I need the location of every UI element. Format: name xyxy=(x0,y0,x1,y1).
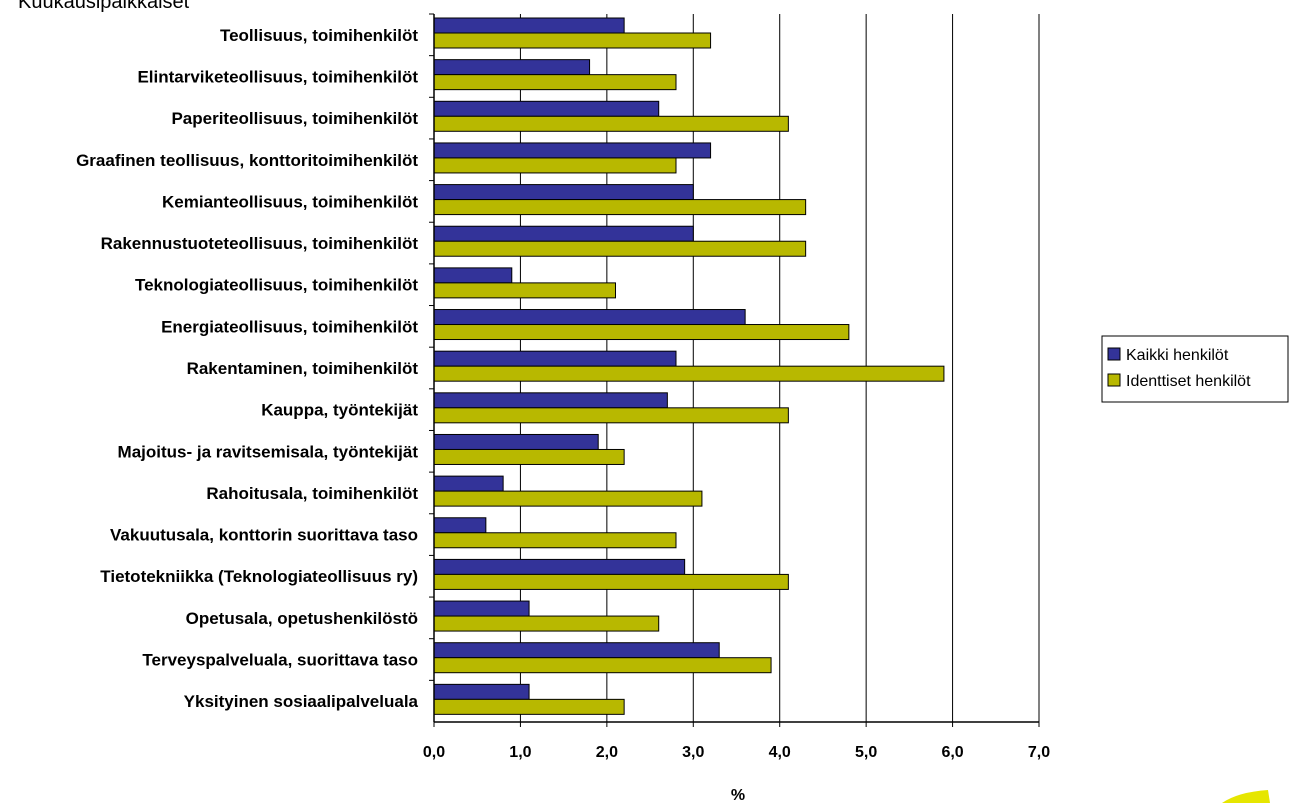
bar-identtiset xyxy=(433,240,807,257)
legend-box xyxy=(1101,335,1289,403)
x-axis-title: % xyxy=(731,787,745,803)
category-label: Teollisuus, toimihenkilöt xyxy=(220,26,418,45)
bar-identtiset xyxy=(433,532,677,549)
category-labels: Teollisuus, toimihenkilöt Elintarviketeol… xyxy=(76,26,418,711)
bar-kaikki xyxy=(433,642,720,659)
legend-label: Kaikki henkilöt xyxy=(1126,347,1229,364)
plot-area xyxy=(429,13,1270,803)
category-label: Rakennustuoteteollisuus, toimihenkilöt xyxy=(101,234,419,253)
legend: Kaikki henkilöt Identtiset henkilöt xyxy=(1101,335,1289,403)
bar-kaikki xyxy=(433,392,668,409)
category-label: Paperiteollisuus, toimihenkilöt xyxy=(171,109,418,128)
category-label: Energiateollisuus, toimihenkilöt xyxy=(161,317,418,336)
bar-identtiset xyxy=(433,448,625,465)
bar-identtiset xyxy=(433,324,850,341)
category-label: Rakentaminen, toimihenkilöt xyxy=(187,359,419,378)
category-label: Kauppa, työntekijät xyxy=(261,401,418,420)
x-tick-labels: 0,0 1,0 2,0 3,0 4,0 5,0 6,0 7,0 xyxy=(423,744,1050,761)
bar-kaikki xyxy=(433,59,591,76)
bar-identtiset xyxy=(433,657,772,674)
x-tick-label: 1,0 xyxy=(509,744,531,761)
bar-kaikki xyxy=(433,225,694,242)
category-label: Kemianteollisuus, toimihenkilöt xyxy=(162,192,418,211)
bar-kaikki xyxy=(433,517,487,534)
legend-label: Identtiset henkilöt xyxy=(1126,373,1251,390)
category-label: Opetusala, opetushenkilöstö xyxy=(186,609,418,628)
bar-identtiset xyxy=(433,698,625,715)
category-label: Majoitus- ja ravitsemisala, työntekijät xyxy=(118,442,419,461)
bar-kaikki xyxy=(433,600,530,617)
bar-kaikki xyxy=(433,475,504,492)
x-tick-label: 0,0 xyxy=(423,744,445,761)
bar-identtiset xyxy=(433,365,945,382)
category-label: Rahoitusala, toimihenkilöt xyxy=(206,484,418,503)
bar-kaikki xyxy=(433,100,660,117)
bar-kaikki xyxy=(433,683,530,700)
legend-swatch xyxy=(1107,373,1121,387)
category-label: Yksityinen sosiaalipalveluala xyxy=(184,692,419,711)
category-label: Tietotekniikka (Teknologiateollisuus ry) xyxy=(100,567,418,586)
page-title: Kuukausipalkkaiset xyxy=(18,0,190,13)
bar-identtiset xyxy=(433,615,660,632)
x-tick-label: 5,0 xyxy=(855,744,877,761)
bar-kaikki xyxy=(433,350,677,367)
bar-identtiset xyxy=(433,490,703,507)
bar-identtiset xyxy=(433,407,789,424)
bar-identtiset xyxy=(433,157,677,174)
category-label: Terveyspalveluala, suorittava taso xyxy=(142,651,418,670)
category-label: Teknologiateollisuus, toimihenkilöt xyxy=(135,276,418,295)
x-tick-label: 4,0 xyxy=(769,744,791,761)
bar-kaikki xyxy=(433,309,746,326)
bar-kaikki xyxy=(433,142,712,159)
bar-identtiset xyxy=(433,199,807,216)
bar-identtiset xyxy=(433,573,789,590)
category-label: Elintarviketeollisuus, toimihenkilöt xyxy=(137,67,418,86)
x-tick-label: 3,0 xyxy=(682,744,704,761)
bar-kaikki xyxy=(433,267,513,284)
bar-kaikki xyxy=(433,558,686,575)
legend-swatch xyxy=(1107,347,1121,361)
x-tick-label: 2,0 xyxy=(596,744,618,761)
bar-identtiset xyxy=(433,115,789,132)
bar-identtiset xyxy=(433,32,712,49)
x-tick-label: 7,0 xyxy=(1028,744,1050,761)
category-label: Vakuutusala, konttorin suorittava taso xyxy=(110,526,418,545)
bar-identtiset xyxy=(433,282,616,299)
logo-swoosh-icon xyxy=(1222,790,1270,803)
bar-kaikki xyxy=(433,17,625,34)
bar-identtiset xyxy=(433,74,677,91)
bar-kaikki xyxy=(433,433,599,450)
category-label: Graafinen teollisuus, konttoritoimihenki… xyxy=(76,151,418,170)
bar-kaikki xyxy=(433,184,694,201)
x-tick-label: 6,0 xyxy=(941,744,963,761)
